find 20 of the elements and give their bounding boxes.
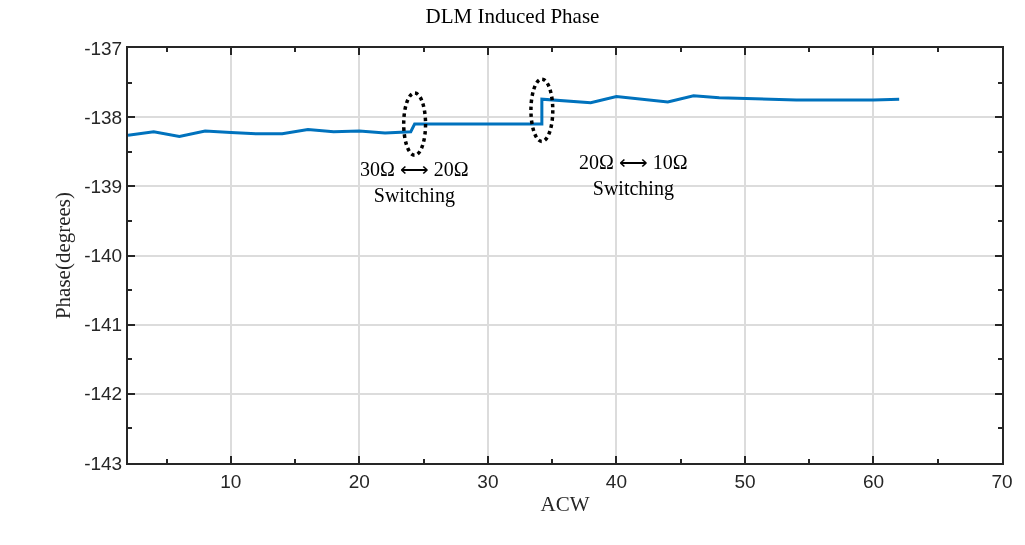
y-tick-label: -143 (84, 452, 123, 474)
x-tick-label: 20 (348, 470, 370, 492)
x-tick-label: 60 (862, 470, 885, 492)
y-tick-label: -138 (84, 106, 123, 128)
x-tick-label: 50 (734, 470, 756, 492)
x-tick-label: 10 (220, 470, 242, 492)
chart-title: DLM Induced Phase (425, 3, 600, 28)
y-tick-label: -137 (84, 37, 123, 59)
annotation: 20Ω ⟷ 10Ω Switching (579, 151, 688, 200)
y-tick-label: -142 (84, 383, 123, 405)
y-axis-title: Phase(degrees) (50, 191, 75, 320)
y-tick-label: -141 (84, 314, 123, 336)
y-tick-label: -140 (84, 245, 123, 267)
x-axis-title: ACW (540, 492, 590, 517)
x-tick-label: 70 (991, 470, 1013, 492)
line-series (128, 94, 901, 139)
y-tick-label: -139 (84, 175, 123, 197)
x-tick-label: 40 (605, 470, 627, 492)
annotation: 30Ω ⟷ 20Ω Switching (360, 158, 469, 207)
x-tick-label: 30 (477, 470, 499, 492)
